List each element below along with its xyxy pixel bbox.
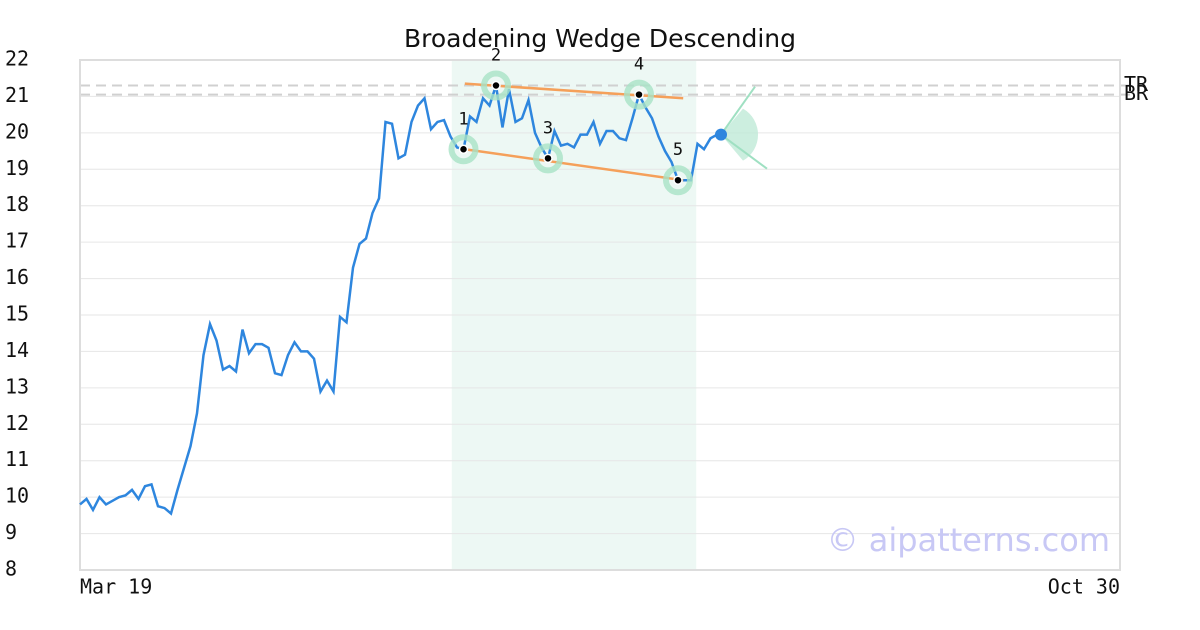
pattern-point-label: 1	[458, 109, 468, 129]
trendline	[464, 82, 684, 100]
projection-arrow	[720, 133, 768, 170]
pattern-point-label: 5	[673, 140, 683, 160]
reference-label: TR	[1124, 72, 1149, 96]
pattern-point-label: 3	[543, 118, 553, 138]
price-line	[79, 85, 718, 516]
y-tick-label: 21	[5, 83, 29, 107]
pattern-point-halo	[481, 70, 511, 101]
pattern-point-halo	[448, 134, 479, 165]
reference-label: BR	[1124, 81, 1149, 105]
projection-wedge	[721, 108, 759, 161]
y-tick-label: 8	[5, 557, 17, 581]
pattern-point-label: 4	[634, 55, 644, 75]
chart-title: Broadening Wedge Descending	[404, 24, 796, 53]
y-tick-label: 20	[5, 119, 29, 143]
y-tick-label: 12	[5, 411, 29, 435]
y-tick-label: 16	[5, 265, 29, 289]
pattern-point-label: 2	[491, 46, 501, 66]
y-tick-label: 22	[5, 47, 29, 71]
y-tick-label: 17	[5, 229, 29, 253]
trendline	[464, 148, 684, 182]
y-tick-label: 11	[5, 447, 29, 471]
projection-arrow	[720, 86, 756, 136]
pattern-point	[673, 175, 683, 185]
pattern-point	[634, 89, 644, 100]
pattern-point-halo	[533, 143, 563, 174]
y-tick-label: 19	[5, 156, 29, 180]
watermark: © aipatterns.com	[827, 521, 1110, 559]
y-tick-label: 15	[5, 302, 29, 326]
last-point	[715, 128, 727, 141]
y-tick-label: 13	[5, 374, 29, 398]
y-tick-label: 18	[5, 192, 29, 216]
plot-frame	[79, 59, 1121, 571]
pattern-point	[491, 80, 501, 91]
pattern-point	[543, 153, 553, 164]
pattern-point	[458, 144, 469, 154]
x-tick-label: Oct 30	[1048, 575, 1120, 599]
pattern-point-halo	[624, 79, 654, 110]
y-tick-label: 14	[5, 338, 29, 362]
y-tick-label: 10	[5, 484, 29, 508]
y-tick-label: 9	[5, 520, 17, 544]
pattern-point-halo	[663, 165, 693, 196]
x-tick-label: Mar 19	[80, 575, 152, 599]
